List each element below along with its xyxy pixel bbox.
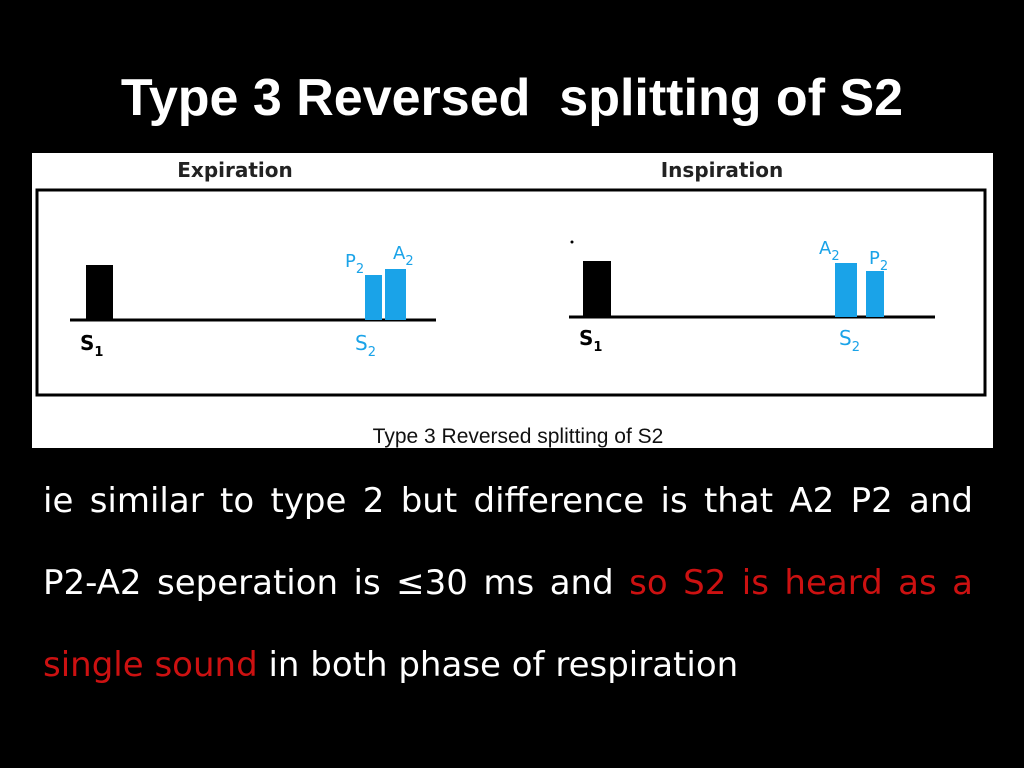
explanation-text: ie similar to type 2 but difference is t…: [43, 460, 973, 706]
expiration-panel: S1 S2 P2 A2: [70, 243, 436, 360]
inspiration-heading: Inspiration: [661, 158, 784, 182]
explanation-highlight: so S2 is heard as a single sound: [43, 563, 973, 685]
expiration-a2-bar: [385, 269, 406, 320]
heart-sound-diagram: Expiration Inspiration S1 S2 P2 A2 S: [32, 153, 993, 448]
slide-title: Type 3 Reversed splitting of S2: [120, 69, 904, 127]
inspiration-a2-label: A2: [819, 238, 840, 264]
inspiration-p2-bar: [866, 271, 884, 317]
inspiration-s2-label: S2: [839, 326, 860, 355]
inspiration-panel: S1 S2 A2 P2: [569, 238, 935, 355]
expiration-heading: Expiration: [177, 158, 293, 182]
diagram-frame: [35, 188, 987, 397]
expiration-p2-bar: [365, 275, 382, 320]
inspiration-p2-label: P2: [869, 248, 888, 274]
expiration-s2-label: S2: [355, 331, 376, 360]
inspiration-s1-label: S1: [579, 326, 602, 355]
expiration-p2-label: P2: [345, 251, 364, 277]
expiration-a2-label: A2: [393, 243, 414, 269]
stray-dot: [570, 240, 574, 244]
figure-caption: Type 3 Reversed splitting of S2: [373, 425, 664, 448]
explanation-part-1: ie similar to type 2 but difference is t…: [43, 481, 973, 603]
inspiration-a2-bar: [835, 263, 857, 317]
inspiration-s1-bar: [583, 261, 611, 317]
explanation-part-2: in both phase of respiration: [257, 645, 739, 685]
diagram-svg: Expiration Inspiration S1 S2 P2 A2 S: [35, 158, 987, 448]
expiration-s1-bar: [86, 265, 113, 320]
expiration-s1-label: S1: [80, 331, 103, 360]
